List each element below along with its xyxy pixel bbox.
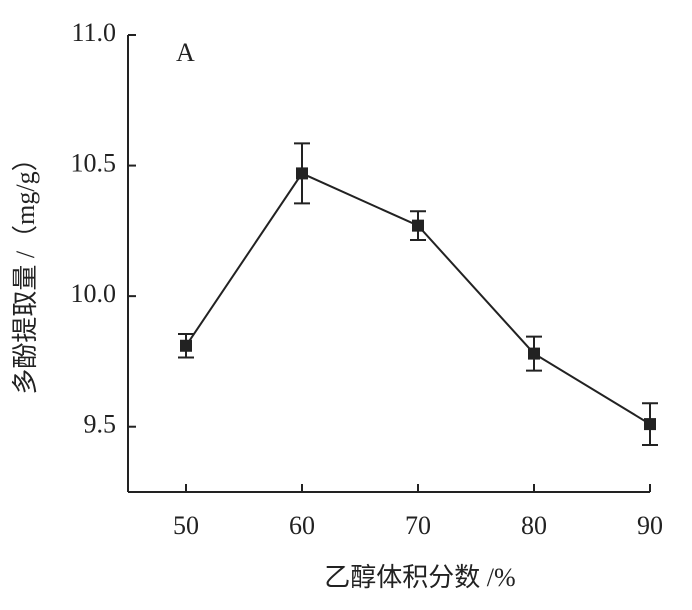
marker (412, 219, 424, 232)
x-tick-label: 60 (289, 511, 315, 540)
x-tick-label: 90 (637, 511, 663, 540)
x-tick-label: 50 (173, 511, 199, 540)
y-axis-label: 多酚提取量 /（mg/g） (11, 145, 40, 394)
y-tick-label: 10.0 (71, 279, 117, 308)
marker (296, 167, 308, 180)
marker (644, 418, 656, 431)
x-tick-label: 70 (405, 511, 431, 540)
y-tick-label: 11.0 (71, 18, 116, 47)
marker (528, 347, 540, 360)
y-tick-label: 10.5 (71, 149, 117, 178)
y-tick-label: 9.5 (84, 410, 117, 439)
annotation: A (176, 38, 195, 67)
x-tick-label: 80 (521, 511, 547, 540)
marker (180, 339, 192, 352)
x-axis-label: 乙醇体积分数 /% (324, 563, 515, 592)
